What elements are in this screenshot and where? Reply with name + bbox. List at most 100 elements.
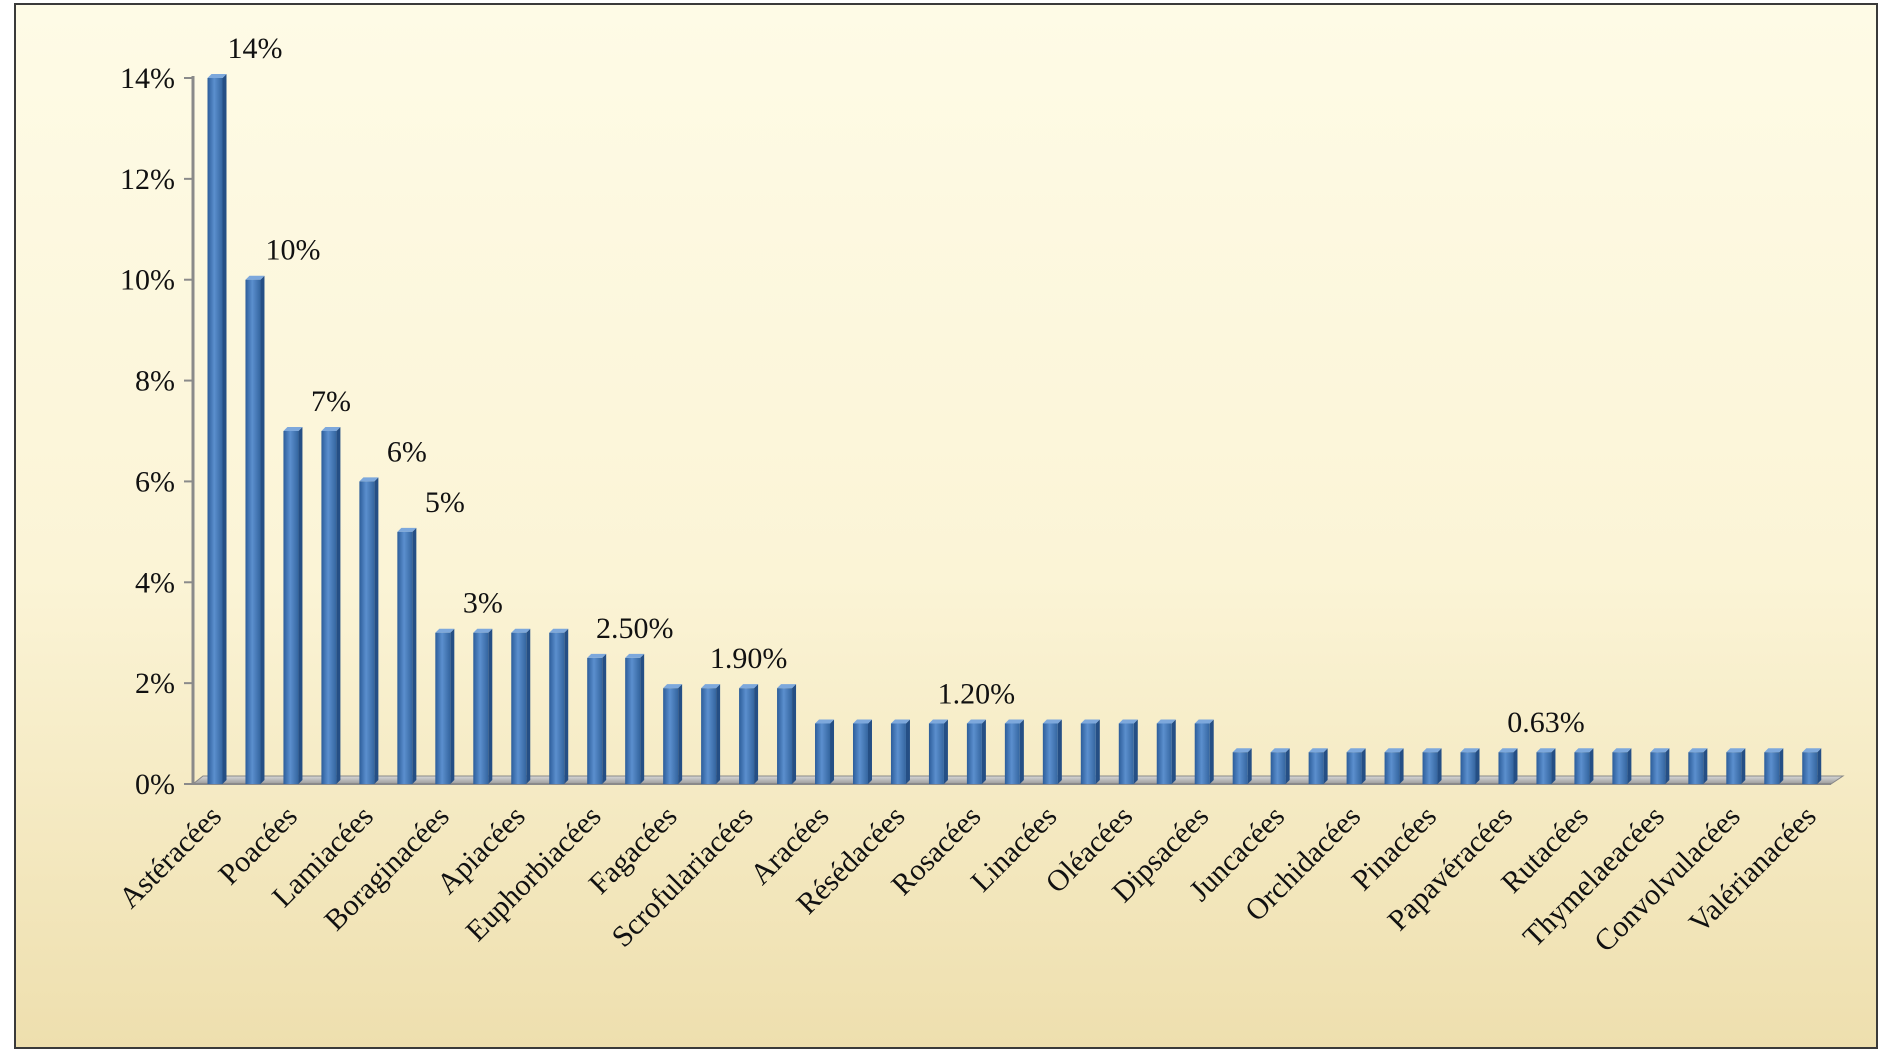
bar-side [298, 427, 303, 784]
bar [663, 684, 683, 784]
bar-side [1247, 748, 1252, 784]
bar-top [1574, 748, 1594, 753]
bar [1156, 719, 1176, 784]
y-tick-label: 0% [135, 768, 175, 801]
bar [245, 275, 265, 784]
bar-top [663, 684, 683, 689]
bar [1308, 748, 1328, 784]
data-label: 1.20% [938, 677, 1016, 710]
bar-side [1551, 748, 1556, 784]
bar-top [1498, 748, 1518, 753]
bar [511, 628, 531, 784]
bar-top [1232, 748, 1252, 753]
data-label: 7% [311, 385, 351, 418]
bar [1574, 748, 1594, 784]
bar-front [245, 279, 261, 784]
bar [283, 427, 303, 784]
bar [435, 628, 455, 784]
y-tick-label: 14% [120, 62, 175, 95]
bar-side [336, 427, 341, 784]
bar-chart: 0% 2% 4% 6% 8% 10% 12% 14% 14% 10% 7% 6% 5% 3% 2.50% 1.… [113, 32, 1845, 958]
bar-front [1270, 752, 1286, 784]
y-tick-label: 6% [135, 465, 175, 498]
bar [1118, 719, 1138, 784]
bar-side [678, 684, 683, 784]
bar-top [397, 527, 417, 532]
bar-top [1194, 719, 1214, 724]
bar [777, 684, 797, 784]
bar-front [777, 688, 793, 784]
bar [1384, 748, 1404, 784]
bar [587, 653, 607, 784]
bar [321, 427, 341, 784]
bar [1194, 719, 1214, 784]
data-label: 5% [425, 486, 465, 519]
bar-top [1042, 719, 1062, 724]
bar [890, 719, 910, 784]
bar-front [701, 688, 717, 784]
bar-side [1361, 748, 1366, 784]
bar-top [739, 684, 759, 689]
bar-front [1764, 752, 1780, 784]
bar [207, 74, 227, 784]
bar-side [1209, 719, 1214, 784]
bar-side [1171, 719, 1176, 784]
bar [1498, 748, 1518, 784]
bar [1232, 748, 1252, 784]
bar-front [549, 632, 565, 784]
bar-top [245, 275, 265, 280]
bar-top [359, 477, 379, 482]
y-tick-label: 12% [120, 163, 175, 196]
bar-top [1802, 748, 1822, 753]
data-label: 0.63% [1507, 706, 1585, 739]
bar-top [587, 653, 607, 658]
bar [549, 628, 569, 784]
bar-front [1308, 752, 1324, 784]
bar [1802, 748, 1822, 784]
bar-top [207, 74, 227, 78]
bar-top [1080, 719, 1100, 724]
bar-side [943, 719, 948, 784]
bar-top [1270, 748, 1290, 753]
y-tick-label: 2% [135, 667, 175, 700]
bar-top [777, 684, 797, 689]
bar-side [1779, 748, 1784, 784]
bar [1270, 748, 1290, 784]
bar-top [701, 684, 721, 689]
bar-top [1308, 748, 1328, 753]
bar-front [928, 723, 944, 784]
bar-front [625, 657, 641, 784]
bar-side [1285, 748, 1290, 784]
bar-top [1004, 719, 1024, 724]
bar-top [1156, 719, 1176, 724]
bar-front [1080, 723, 1096, 784]
bar-front [1574, 752, 1590, 784]
bar-top [1422, 748, 1442, 753]
bar-top [473, 628, 493, 633]
bar [1726, 748, 1746, 784]
bar [359, 477, 379, 784]
bar-front [1650, 752, 1666, 784]
bar-side [526, 628, 531, 784]
bar-top [815, 719, 835, 724]
bar [1688, 748, 1708, 784]
bars [207, 74, 1822, 784]
bar-side [1475, 748, 1480, 784]
bar-top [1650, 748, 1670, 753]
bar-side [1513, 748, 1518, 784]
bar [625, 653, 645, 784]
bar-side [640, 653, 645, 784]
y-tick-label: 8% [135, 365, 175, 398]
bar-side [1057, 719, 1062, 784]
bar-side [867, 719, 872, 784]
bar [966, 719, 986, 784]
bar-side [1665, 748, 1670, 784]
data-label: 3% [463, 587, 503, 620]
chart-frame: 0% 2% 4% 6% 8% 10% 12% 14% 14% 10% 7% 6% 5% 3% 2.50% 1.… [14, 3, 1878, 1049]
bar [701, 684, 721, 784]
bar-front [283, 431, 299, 784]
bar-top [1764, 748, 1784, 753]
bar [928, 719, 948, 784]
bar-front [321, 431, 337, 784]
bar-front [966, 723, 982, 784]
